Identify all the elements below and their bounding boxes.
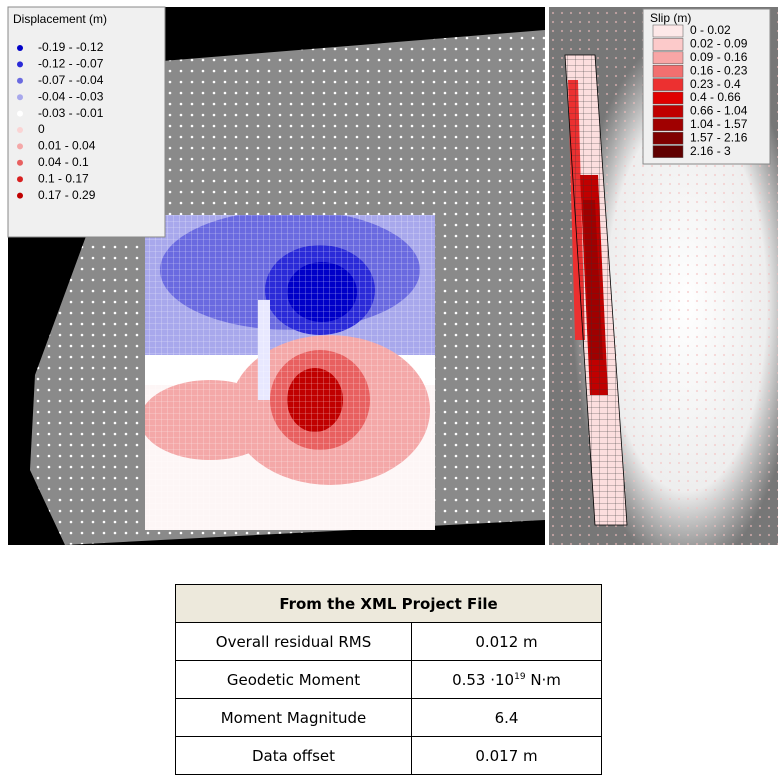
legend-marker: [17, 78, 23, 84]
legend-label: 0.04 - 0.1: [38, 155, 89, 169]
legend-label: 0.1 - 0.17: [38, 171, 89, 185]
legend-marker: [17, 127, 23, 133]
legend-label: 0.09 - 0.16: [690, 50, 748, 64]
legend-swatch: [653, 119, 683, 131]
legend-swatch: [653, 52, 683, 64]
table-cell: 0.012 m: [412, 623, 602, 661]
table-cell: Moment Magnitude: [176, 699, 412, 737]
legend-marker: [17, 111, 23, 117]
legend-label: 0.17 - 0.29: [38, 188, 96, 202]
project-table: From the XML Project File Overall residu…: [175, 584, 602, 775]
legend-label: 0.66 - 1.04: [690, 104, 748, 118]
legend-marker: [17, 160, 23, 166]
displacement-legend: Displacement (m) -0.19 - -0.12 -0.12 - -0…: [8, 7, 165, 237]
legend-swatch: [653, 38, 683, 50]
legend-marker: [17, 176, 23, 182]
legend-label: 0.4 - 0.66: [690, 90, 741, 104]
legend-label: 0.02 - 0.09: [690, 37, 748, 51]
page: Displacement (m) -0.19 - -0.12 -0.12 - -0…: [0, 0, 778, 779]
table-cell: Data offset: [176, 737, 412, 775]
legend-label: 2.16 - 3: [690, 144, 731, 158]
legend-swatch: [653, 146, 683, 158]
table-cell: Geodetic Moment: [176, 661, 412, 699]
legend-label: 0 - 0.02: [690, 23, 731, 37]
legend-label: 0.01 - 0.04: [38, 139, 96, 153]
legend-label: -0.19 - -0.12: [38, 40, 104, 54]
legend-swatch: [653, 79, 683, 91]
legend-title: Slip (m): [650, 11, 691, 25]
value-mantissa: 0.53 ·10: [452, 671, 514, 689]
value-unit: N·m: [526, 671, 561, 689]
value-exponent: 19: [514, 672, 525, 682]
figure: Displacement (m) -0.19 - -0.12 -0.12 - -0…: [0, 0, 778, 550]
legend-swatch: [653, 105, 683, 117]
legend-label: -0.07 - -0.04: [38, 73, 104, 87]
table-cell: 6.4: [412, 699, 602, 737]
legend-swatch: [653, 92, 683, 104]
legend-swatch: [653, 25, 683, 37]
legend-label: 1.04 - 1.57: [690, 117, 748, 131]
legend-label: -0.12 - -0.07: [38, 57, 104, 71]
legend-label: -0.04 - -0.03: [38, 89, 104, 103]
table-title: From the XML Project File: [176, 585, 602, 623]
legend-swatch: [653, 132, 683, 144]
legend-marker: [17, 193, 23, 199]
legend-marker: [17, 61, 23, 67]
legend-marker: [17, 45, 23, 51]
legend-swatch: [653, 65, 683, 77]
legend-label: 0: [38, 122, 45, 136]
legend-label: 0.16 - 0.23: [690, 63, 748, 77]
legend-label: 0.23 - 0.4: [690, 77, 741, 91]
legend-label: 1.57 - 2.16: [690, 130, 748, 144]
legend-title: Displacement (m): [13, 12, 107, 26]
table-cell: 0.017 m: [412, 737, 602, 775]
table-cell: 0.53 ·1019 N·m: [412, 661, 602, 699]
slip-legend: Slip (m) 0 - 0.020.02 - 0.090.09 - 0.160…: [643, 9, 770, 164]
legend-marker: [17, 94, 23, 100]
legend-label: -0.03 - -0.01: [38, 106, 104, 120]
legend-marker: [17, 143, 23, 149]
table-cell: Overall residual RMS: [176, 623, 412, 661]
